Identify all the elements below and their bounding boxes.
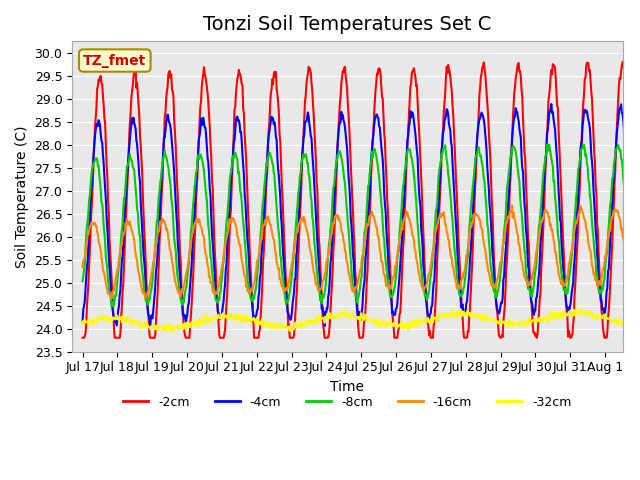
-8cm xyxy=(145,297,152,303)
-32cm xyxy=(636,320,640,326)
-4cm xyxy=(275,173,283,179)
-4cm xyxy=(451,198,458,204)
-4cm xyxy=(248,289,255,295)
-2cm xyxy=(144,308,152,313)
-8cm xyxy=(248,297,255,302)
-8cm xyxy=(636,265,640,271)
-8cm xyxy=(420,283,428,289)
-4cm xyxy=(144,311,152,316)
-2cm xyxy=(419,215,426,221)
-16cm xyxy=(451,274,458,279)
-8cm xyxy=(108,304,115,310)
-16cm xyxy=(108,296,115,301)
-8cm xyxy=(451,248,458,254)
-2cm xyxy=(275,100,282,106)
-32cm xyxy=(79,321,86,326)
-16cm xyxy=(296,219,304,225)
-16cm xyxy=(275,265,283,271)
-32cm xyxy=(420,316,428,322)
-16cm xyxy=(248,287,255,292)
Line: -8cm: -8cm xyxy=(83,144,640,307)
Y-axis label: Soil Temperature (C): Soil Temperature (C) xyxy=(15,125,29,267)
-8cm xyxy=(296,173,304,179)
-32cm xyxy=(144,323,152,329)
-2cm xyxy=(295,232,303,238)
Legend: -2cm, -4cm, -8cm, -16cm, -32cm: -2cm, -4cm, -8cm, -16cm, -32cm xyxy=(118,391,577,414)
Line: -32cm: -32cm xyxy=(83,309,640,332)
-8cm xyxy=(79,278,86,284)
Title: Tonzi Soil Temperatures Set C: Tonzi Soil Temperatures Set C xyxy=(203,15,492,34)
-32cm xyxy=(451,311,458,317)
-4cm xyxy=(636,307,640,312)
-16cm xyxy=(636,251,640,257)
-4cm xyxy=(79,318,86,324)
-32cm xyxy=(168,329,176,335)
-2cm xyxy=(620,59,627,64)
Text: TZ_fmet: TZ_fmet xyxy=(83,54,147,68)
-16cm xyxy=(79,264,86,270)
-16cm xyxy=(508,203,516,208)
-2cm xyxy=(450,128,458,133)
-32cm xyxy=(248,315,255,321)
-2cm xyxy=(79,335,86,341)
-32cm xyxy=(275,325,283,331)
-4cm xyxy=(547,101,555,107)
Line: -2cm: -2cm xyxy=(83,61,640,338)
-4cm xyxy=(296,188,304,193)
Line: -16cm: -16cm xyxy=(83,205,640,299)
-16cm xyxy=(145,288,152,293)
-2cm xyxy=(246,264,254,269)
-4cm xyxy=(147,324,154,329)
-32cm xyxy=(296,324,304,330)
Line: -4cm: -4cm xyxy=(83,104,640,326)
X-axis label: Time: Time xyxy=(330,380,364,394)
-16cm xyxy=(420,288,428,293)
-8cm xyxy=(275,229,283,235)
-8cm xyxy=(543,142,551,147)
-2cm xyxy=(636,329,640,335)
-32cm xyxy=(577,306,584,312)
-4cm xyxy=(420,264,428,269)
